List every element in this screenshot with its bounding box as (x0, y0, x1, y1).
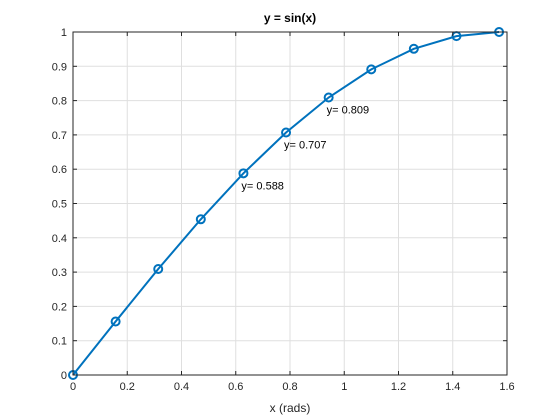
chart-title: y = sin(x) (264, 11, 316, 25)
x-tick-label: 0.4 (174, 381, 189, 393)
y-tick-label: 0.9 (52, 61, 67, 73)
y-tick-label: 0.2 (52, 301, 67, 313)
data-point (153, 264, 164, 275)
data-point (366, 64, 377, 75)
x-tick-label: 0.6 (228, 381, 243, 393)
data-point (281, 127, 292, 138)
y-tick-label: 0.3 (52, 267, 67, 279)
annotations-layer: y= 0.588 y= 0.707 y= 0.809 (241, 105, 369, 193)
x-tick-label: 1 (341, 381, 347, 393)
x-tick-label: 0.2 (120, 381, 135, 393)
x-axis-label: x (rads) (270, 401, 311, 415)
ticks-layer: 0 0.2 0.4 0.6 0.8 1 1.2 1.4 1.6 0 0.1 0.2 0.3 0.4 0.5 0… (52, 27, 515, 393)
series-line (72, 31, 500, 376)
data-point (195, 214, 206, 225)
x-tick-label: 1.4 (445, 381, 460, 393)
x-tick-label: 1.2 (391, 381, 406, 393)
y-tick-label: 0.1 (52, 336, 67, 348)
y-tick-label: 0.7 (52, 130, 67, 142)
x-tick-label: 0.8 (282, 381, 297, 393)
y-tick-label: 0.8 (52, 96, 67, 108)
y-tick-label: 0.6 (52, 164, 67, 176)
y-tick-label: 0.4 (52, 233, 67, 245)
data-tip-label: y= 0.588 (241, 180, 284, 192)
data-point (408, 43, 419, 54)
y-tick-label: 0 (61, 370, 67, 382)
data-point (238, 168, 249, 179)
data-point (110, 316, 121, 327)
y-tick-label: 0.5 (52, 199, 67, 211)
x-tick-label: 1.6 (499, 381, 514, 393)
x-tick-label: 0 (70, 381, 76, 393)
y-tick-label: 1 (61, 27, 67, 39)
data-tip-label: y= 0.809 (327, 105, 370, 117)
data-point (323, 92, 334, 103)
data-tip-label: y= 0.707 (284, 139, 327, 151)
